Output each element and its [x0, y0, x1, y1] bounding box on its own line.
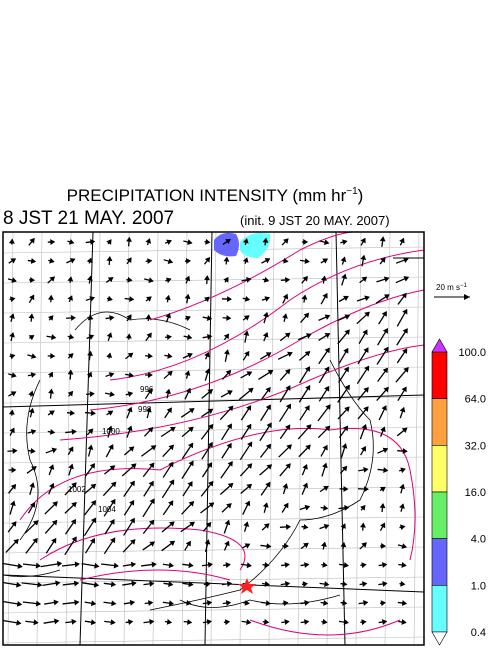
init-time: (init. 9 JST 20 MAY. 2007) [240, 213, 390, 228]
colorbar-label: 0.4 [471, 627, 486, 639]
title-superscript: −1 [346, 186, 358, 197]
reference-label: 20 m s−1 [436, 283, 468, 292]
reference-arrowhead [464, 294, 470, 300]
reference-vector: 20 m s−1 [434, 283, 470, 300]
reference-superscript: −1 [460, 283, 468, 289]
title: PRECIPITATION INTENSITY (mm hr−1) [67, 186, 364, 205]
colorbar-segment [432, 539, 447, 586]
colorbar-over [432, 339, 447, 352]
colorbar-under [432, 632, 447, 645]
colorbar-label: 1.0 [471, 580, 486, 592]
colorbar-segment [432, 585, 447, 632]
colorbar-segment [432, 492, 447, 539]
title-close: ) [358, 186, 364, 205]
colorbar-label: 64.0 [465, 394, 486, 406]
colorbar-segment [432, 352, 447, 399]
valid-time: 8 JST 21 MAY. 2007 [3, 208, 174, 229]
title-text: PRECIPITATION INTENSITY (mm hr [67, 186, 347, 205]
precip-cell [214, 233, 239, 257]
colorbar-segment [432, 399, 447, 446]
colorbar-label: 4.0 [471, 534, 486, 546]
reference-text: 20 m s [436, 283, 460, 292]
colorbar-label: 100.0 [458, 347, 486, 359]
colorbar-label: 16.0 [465, 487, 486, 499]
colorbar: 100.0 64.0 32.0 16.0 4.0 1.0 0.4 [432, 339, 486, 645]
colorbar-label: 32.0 [465, 440, 486, 452]
colorbar-segment [432, 445, 447, 492]
